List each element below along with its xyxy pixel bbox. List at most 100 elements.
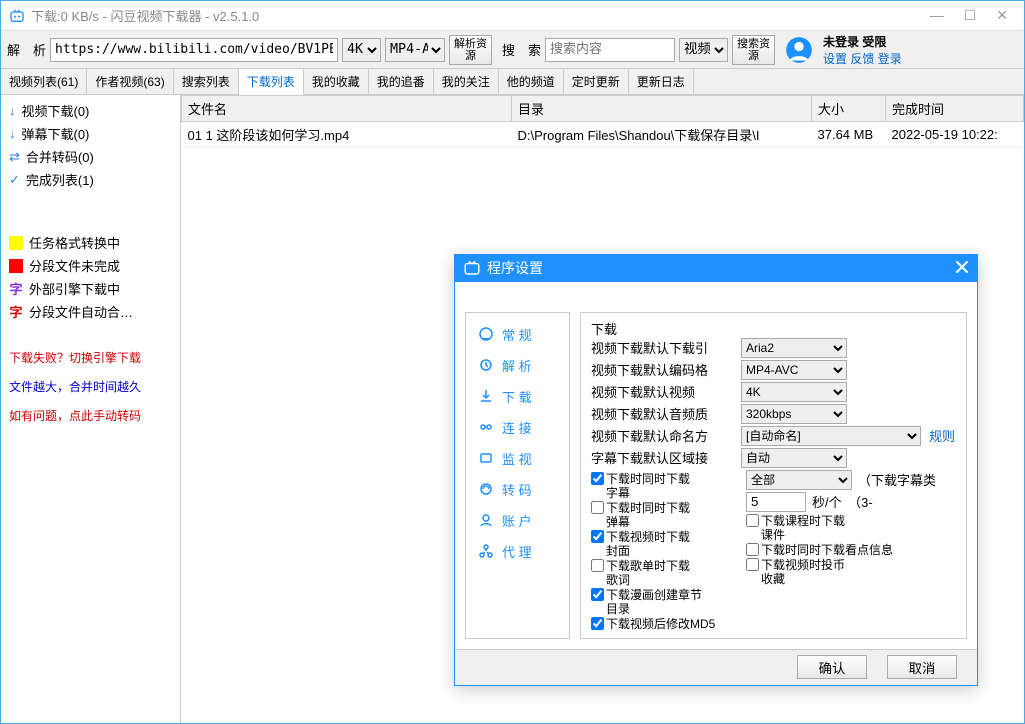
vq-label: 视频下载默认视频 xyxy=(591,382,733,401)
settings-dialog: 程序设置 常 规解 析下 载连 接监 视转 码账 户代 理 下载 视频下载默认下… xyxy=(454,254,978,686)
dialog-titlebar: 程序设置 xyxy=(455,255,977,282)
merge-icon: ⇄ xyxy=(9,149,20,165)
checkbox[interactable] xyxy=(591,617,604,630)
settings-nav-item[interactable]: 监 视 xyxy=(466,443,569,474)
scope-select[interactable]: 全部 xyxy=(746,470,852,490)
search-input[interactable] xyxy=(545,38,675,62)
interval-unit: 秒/个 （3- xyxy=(812,492,873,511)
tab-5[interactable]: 我的追番 xyxy=(369,69,434,94)
settings-nav-item[interactable]: 下 载 xyxy=(466,381,569,412)
checkbox[interactable] xyxy=(591,501,604,514)
minimize-button[interactable]: — xyxy=(930,7,944,24)
sidebar-note[interactable]: 下载失败？切换引擎下载 xyxy=(1,343,180,372)
search-button[interactable]: 搜索资 源 xyxy=(732,35,775,65)
legend-char-icon: 字 xyxy=(9,279,23,298)
nav-icon xyxy=(478,543,494,559)
search-type-select[interactable]: 视频 xyxy=(679,38,728,62)
checkbox[interactable] xyxy=(591,530,604,543)
settings-nav-item[interactable]: 账 户 xyxy=(466,505,569,536)
table-header[interactable]: 完成时间 xyxy=(886,96,1024,122)
settings-nav-item[interactable]: 常 规 xyxy=(466,319,569,350)
nav-label: 代 理 xyxy=(502,542,532,561)
legend-item: 字分段文件自动合… xyxy=(1,300,180,323)
legend-color-box xyxy=(9,259,23,273)
checkbox[interactable] xyxy=(591,472,604,485)
rule-link[interactable]: 规则 xyxy=(929,426,955,445)
sidebar-item[interactable]: ↓弹幕下载(0) xyxy=(1,122,180,145)
titlebar: 下载:0 KB/s - 闪豆视频下载器 - v2.5.1.0 — ☐ ✕ xyxy=(1,1,1024,31)
settings-nav-item[interactable]: 转 码 xyxy=(466,474,569,505)
nav-icon xyxy=(478,419,494,435)
tab-7[interactable]: 他的频道 xyxy=(499,69,564,94)
table-header[interactable]: 文件名 xyxy=(182,96,512,122)
format-select[interactable]: MP4-A\ xyxy=(385,38,445,62)
nav-icon xyxy=(478,481,494,497)
tab-3[interactable]: 下载列表 xyxy=(239,69,304,95)
parse-button[interactable]: 解析资 源 xyxy=(449,35,492,65)
section-title: 下载 xyxy=(591,319,956,338)
dialog-close-button[interactable] xyxy=(955,260,969,277)
table-header[interactable]: 大小 xyxy=(812,96,886,122)
name-select[interactable]: [自动命名] xyxy=(741,426,921,446)
legend-label: 外部引擎下载中 xyxy=(29,279,120,298)
name-label: 视频下载默认命名方 xyxy=(591,426,733,445)
checkbox[interactable] xyxy=(746,514,759,527)
settings-nav-item[interactable]: 解 析 xyxy=(466,350,569,381)
sidebar-item[interactable]: ✓完成列表(1) xyxy=(1,168,180,191)
check-icon: ✓ xyxy=(9,172,20,188)
tab-9[interactable]: 更新日志 xyxy=(629,69,694,94)
tab-2[interactable]: 搜索列表 xyxy=(174,69,239,94)
tab-4[interactable]: 我的收藏 xyxy=(304,69,369,94)
engine-select[interactable]: Aria2 xyxy=(741,338,847,358)
dialog-form: 下载 视频下载默认下载引Aria2 视频下载默认编码格MP4-AVC 视频下载默… xyxy=(580,312,967,639)
aq-select[interactable]: 320kbps xyxy=(741,404,847,424)
toolbar: 解 析 4K MP4-A\ 解析资 源 搜 索 视频 搜索资 源 未登录 受限 … xyxy=(1,31,1024,69)
checkbox[interactable] xyxy=(591,588,604,601)
url-input[interactable] xyxy=(50,38,338,62)
checkbox-row: 下载漫画创建章节 目录 xyxy=(591,588,741,616)
sidebar-note[interactable]: 文件越大，合并时间越久 xyxy=(1,372,180,401)
table-header[interactable]: 目录 xyxy=(512,96,812,122)
tab-6[interactable]: 我的关注 xyxy=(434,69,499,94)
maximize-button[interactable]: ☐ xyxy=(964,7,977,24)
checkbox-row: 下载课程时下载 课件 xyxy=(746,514,956,542)
download-table: 文件名目录大小完成时间 01 1 这阶段该如何学习.mp4D:\Program … xyxy=(181,95,1024,148)
legend-label: 分段文件自动合… xyxy=(29,302,133,321)
sub-select[interactable]: 自动 xyxy=(741,448,847,468)
checkbox-row: 下载歌单时下载 歌词 xyxy=(591,559,741,587)
engine-label: 视频下载默认下载引 xyxy=(591,338,733,357)
nav-label: 常 规 xyxy=(502,325,532,344)
sidebar-item[interactable]: ⇄合并转码(0) xyxy=(1,145,180,168)
settings-nav-item[interactable]: 连 接 xyxy=(466,412,569,443)
close-button[interactable]: ✕ xyxy=(996,7,1008,24)
sidebar-item[interactable]: ↓视频下载(0) xyxy=(1,99,180,122)
checkbox-row: 下载时同时下载 弹幕 xyxy=(591,501,741,529)
ok-button[interactable]: 确认 xyxy=(797,655,867,679)
checkbox-label: 下载漫画创建章节 目录 xyxy=(606,588,702,616)
sidebar-note[interactable]: 如有问题，点此手动转码 xyxy=(1,401,180,430)
cancel-button[interactable]: 取消 xyxy=(887,655,957,679)
user-icon[interactable] xyxy=(785,36,813,64)
login-links[interactable]: 设置 反馈 登录 xyxy=(823,50,902,67)
checkbox[interactable] xyxy=(746,558,759,571)
tab-0[interactable]: 视频列表(61) xyxy=(1,69,87,94)
sub-kind-label: （下载字幕类 xyxy=(858,470,936,489)
vq-select[interactable]: 4K xyxy=(741,382,847,402)
interval-input[interactable] xyxy=(746,492,806,512)
table-row[interactable]: 01 1 这阶段该如何学习.mp4D:\Program Files\Shando… xyxy=(182,122,1024,148)
login-block: 未登录 受限 设置 反馈 登录 xyxy=(823,33,902,67)
settings-nav-item[interactable]: 代 理 xyxy=(466,536,569,567)
legend-color-box xyxy=(9,236,23,250)
checkbox[interactable] xyxy=(746,543,759,556)
window-title: 下载:0 KB/s - 闪豆视频下载器 - v2.5.1.0 xyxy=(31,6,930,25)
nav-icon xyxy=(478,326,494,342)
legend-label: 任务格式转换中 xyxy=(29,233,120,252)
codec-select[interactable]: MP4-AVC xyxy=(741,360,847,380)
login-status: 未登录 受限 xyxy=(823,33,902,50)
quality-select[interactable]: 4K xyxy=(342,38,381,62)
tab-1[interactable]: 作者视频(63) xyxy=(87,69,173,94)
checkbox[interactable] xyxy=(591,559,604,572)
dialog-footer: 确认 取消 xyxy=(455,649,977,685)
tab-8[interactable]: 定时更新 xyxy=(564,69,629,94)
checkbox-label: 下载时同时下载看点信息 xyxy=(761,543,893,557)
